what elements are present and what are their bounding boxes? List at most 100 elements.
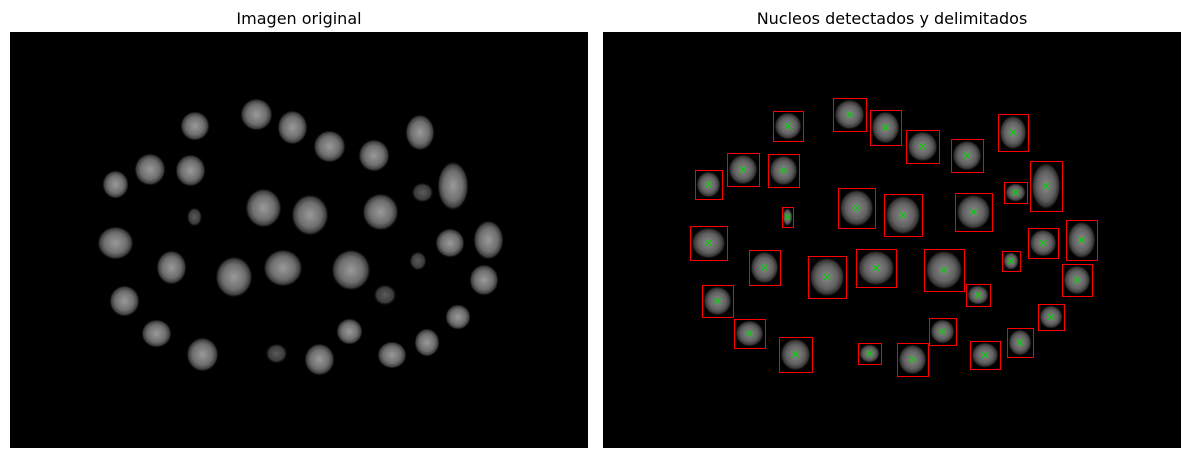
nucleus-original	[358, 139, 390, 172]
centroid-marker	[1042, 182, 1050, 190]
detected-nuclei-title: Nucleos detectados y delimitados	[756, 9, 1028, 28]
nucleus-original	[437, 161, 469, 211]
nucleus-bounding-box	[768, 154, 800, 188]
centroid-marker	[1007, 257, 1015, 265]
centroid-marker	[714, 297, 721, 305]
nucleus-bounding-box	[734, 319, 766, 349]
nucleus-original	[291, 194, 329, 236]
nucleus-original	[240, 98, 273, 131]
centroid-marker	[739, 166, 747, 173]
nucleus-original	[445, 304, 471, 330]
centroid-marker	[705, 239, 712, 247]
nucleus-bounding-box	[856, 249, 897, 288]
centroid-marker	[1073, 276, 1081, 284]
nucleus-bounding-box	[702, 285, 734, 318]
nucleus-original	[405, 114, 435, 151]
nucleus-original	[180, 111, 210, 141]
nucleus-original	[362, 193, 399, 231]
centroid-marker	[963, 152, 971, 159]
nucleus-bounding-box	[1066, 220, 1098, 261]
nucleus-bounding-box	[924, 249, 965, 292]
centroid-marker	[899, 211, 907, 219]
nucleus-bounding-box	[1030, 161, 1063, 212]
centroid-marker	[866, 350, 873, 357]
nucleus-bounding-box	[858, 343, 882, 365]
centroid-marker	[872, 264, 880, 272]
nucleus-bounding-box	[1007, 328, 1034, 358]
nucleus-bounding-box	[833, 98, 867, 132]
original-microscopy-image	[11, 33, 587, 447]
centroid-marker	[784, 122, 792, 130]
nucleus-original	[411, 182, 434, 203]
original-image-frame	[10, 32, 588, 448]
nucleus-original	[473, 220, 504, 260]
centroid-marker	[784, 213, 791, 221]
nucleus-original	[215, 256, 253, 298]
nucleus-bounding-box	[1028, 228, 1059, 259]
centroid-marker	[939, 328, 946, 335]
nucleus-original	[435, 228, 465, 258]
centroid-marker	[940, 266, 948, 274]
centroid-marker	[1078, 236, 1085, 244]
nucleus-bounding-box	[773, 111, 804, 142]
centroid-marker	[882, 124, 889, 131]
nucleus-bounding-box	[782, 207, 794, 228]
centroid-marker	[761, 264, 768, 271]
centroid-marker	[970, 208, 977, 216]
nucleus-bounding-box	[749, 250, 781, 286]
nucleus-original	[175, 154, 206, 187]
centroid-marker	[705, 181, 712, 188]
nucleus-bounding-box	[808, 256, 847, 299]
centroid-marker	[823, 273, 831, 281]
nucleus-bounding-box	[1004, 182, 1028, 204]
centroid-marker	[792, 351, 799, 358]
nucleus-original	[186, 337, 219, 372]
nucleus-original	[469, 264, 499, 296]
nucleus-original	[377, 341, 407, 369]
nucleus-original	[186, 207, 203, 227]
detected-nuclei-frame	[603, 32, 1181, 448]
centroid-marker	[1016, 339, 1024, 346]
centroid-marker	[780, 167, 787, 174]
nucleus-bounding-box	[970, 341, 1001, 370]
nucleus-original	[134, 153, 166, 186]
nucleus-bounding-box	[998, 114, 1029, 152]
nucleus-original	[414, 328, 440, 357]
nucleus-original	[277, 110, 308, 145]
nucleus-bounding-box	[1062, 264, 1093, 297]
centroid-marker	[746, 330, 753, 337]
centroid-marker	[974, 291, 982, 299]
original-image-title: Imagen original	[236, 9, 362, 28]
nucleus-original	[304, 343, 335, 376]
nucleus-original	[97, 226, 134, 260]
centroid-marker	[846, 111, 853, 118]
centroid-marker	[1012, 189, 1019, 196]
nucleus-original	[141, 319, 172, 348]
nucleus-bounding-box	[1002, 251, 1021, 272]
nucleus-bounding-box	[690, 226, 728, 261]
centroid-marker	[981, 351, 989, 359]
centroid-marker	[853, 204, 860, 212]
nucleus-original	[265, 343, 288, 364]
detected-nuclei-image	[604, 33, 1180, 447]
nucleus-original	[263, 249, 303, 287]
nucleus-bounding-box	[1038, 304, 1065, 331]
nucleus-original	[313, 130, 346, 163]
nucleus-original	[409, 251, 427, 271]
centroid-marker	[1009, 129, 1017, 136]
nucleus-bounding-box	[955, 193, 993, 232]
nucleus-bounding-box	[695, 170, 723, 200]
nucleus-original	[245, 188, 282, 228]
nucleus-bounding-box	[838, 188, 876, 229]
nucleus-original	[109, 285, 140, 317]
nucleus-bounding-box	[897, 343, 929, 377]
nucleus-original	[336, 318, 363, 345]
centroid-marker	[1039, 239, 1047, 247]
nucleus-original	[156, 250, 187, 285]
nucleus-bounding-box	[727, 153, 760, 187]
nucleus-bounding-box	[870, 110, 902, 146]
nucleus-original	[331, 249, 371, 291]
nucleus-bounding-box	[951, 139, 984, 173]
nucleus-bounding-box	[884, 194, 923, 237]
nucleus-bounding-box	[966, 284, 991, 307]
